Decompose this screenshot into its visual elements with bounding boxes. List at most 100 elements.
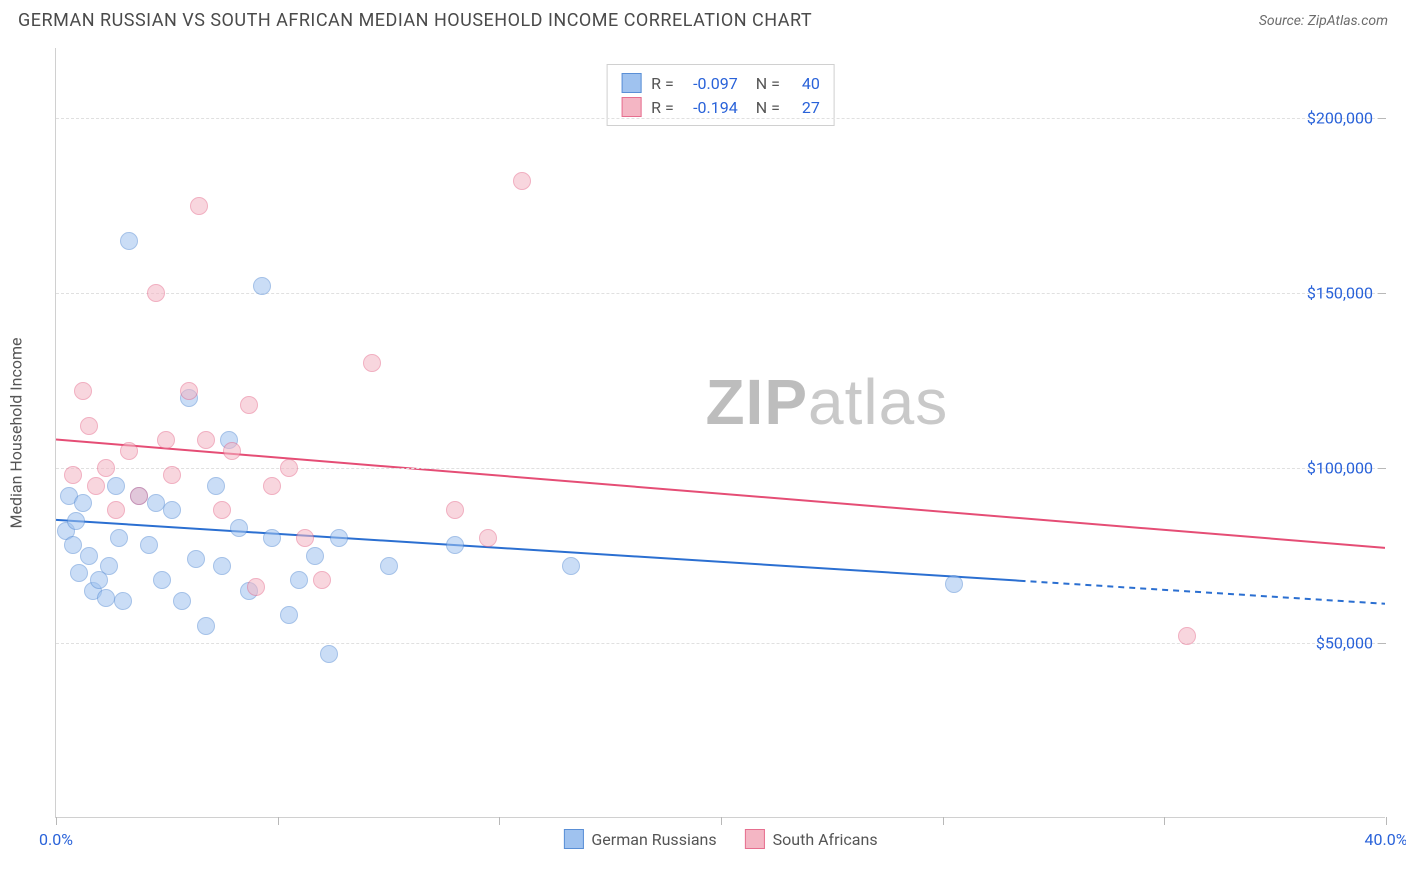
source-prefix: Source: xyxy=(1259,13,1308,29)
stats-n-label: N = xyxy=(756,98,780,117)
y-tick xyxy=(1378,643,1386,644)
data-point-german_russians xyxy=(562,557,580,575)
data-point-german_russians xyxy=(213,557,231,575)
data-point-german_russians xyxy=(280,606,298,624)
data-point-german_russians xyxy=(446,536,464,554)
x-tick xyxy=(499,817,500,825)
y-axis-label: $200,000 xyxy=(1307,109,1373,128)
x-tick xyxy=(56,817,57,825)
stats-row-south_africans: R = -0.194 N = 27 xyxy=(621,95,820,119)
stats-n-label: N = xyxy=(756,74,780,93)
data-point-south_africans xyxy=(313,571,331,589)
legend-swatch-pink xyxy=(745,829,765,849)
data-point-german_russians xyxy=(230,519,248,537)
watermark-part2: atlas xyxy=(808,366,948,438)
data-point-german_russians xyxy=(173,592,191,610)
stats-n-value: 27 xyxy=(790,98,820,117)
y-tick xyxy=(1378,468,1386,469)
legend-swatch-blue xyxy=(563,829,583,849)
bottom-legend: German Russians South Africans xyxy=(563,829,877,849)
y-axis-title: Median Household Income xyxy=(7,337,26,528)
x-axis-label-right: 40.0% xyxy=(1365,830,1406,849)
data-point-german_russians xyxy=(945,575,963,593)
data-point-german_russians xyxy=(74,494,92,512)
stats-r-label: R = xyxy=(651,74,674,93)
data-point-south_africans xyxy=(147,284,165,302)
stats-n-value: 40 xyxy=(790,74,820,93)
data-point-south_africans xyxy=(80,417,98,435)
data-point-south_africans xyxy=(263,477,281,495)
legend-item-german-russians: German Russians xyxy=(563,829,716,849)
gridline-h xyxy=(56,293,1385,294)
trendline-german_russians-dashed xyxy=(1020,581,1385,604)
source-name: ZipAtlas.com xyxy=(1308,13,1388,29)
y-axis-label: $150,000 xyxy=(1307,284,1373,303)
data-point-german_russians xyxy=(100,557,118,575)
data-point-south_africans xyxy=(197,431,215,449)
gridline-h xyxy=(56,118,1385,119)
stats-swatch xyxy=(621,97,641,117)
data-point-south_africans xyxy=(240,396,258,414)
data-point-south_africans xyxy=(130,487,148,505)
x-tick xyxy=(943,817,944,825)
data-point-south_africans xyxy=(213,501,231,519)
x-tick xyxy=(721,817,722,825)
scatter-chart: Median Household Income ZIPatlas R =-0.0… xyxy=(55,48,1385,818)
data-point-south_africans xyxy=(446,501,464,519)
y-tick xyxy=(1378,118,1386,119)
data-point-german_russians xyxy=(163,501,181,519)
stats-r-value: -0.194 xyxy=(684,98,738,117)
data-point-south_africans xyxy=(296,529,314,547)
data-point-south_africans xyxy=(247,578,265,596)
data-point-german_russians xyxy=(97,589,115,607)
data-point-german_russians xyxy=(114,592,132,610)
data-point-german_russians xyxy=(306,547,324,565)
y-tick xyxy=(1378,293,1386,294)
data-point-south_africans xyxy=(74,382,92,400)
chart-header: GERMAN RUSSIAN VS SOUTH AFRICAN MEDIAN H… xyxy=(0,0,1406,39)
data-point-german_russians xyxy=(107,477,125,495)
data-point-german_russians xyxy=(64,536,82,554)
data-point-german_russians xyxy=(290,571,308,589)
data-point-german_russians xyxy=(253,277,271,295)
data-point-german_russians xyxy=(320,645,338,663)
data-point-south_africans xyxy=(1178,627,1196,645)
y-axis-label: $50,000 xyxy=(1316,634,1373,653)
watermark-part1: ZIP xyxy=(705,366,808,438)
data-point-south_africans xyxy=(180,382,198,400)
data-point-south_africans xyxy=(97,459,115,477)
data-point-german_russians xyxy=(110,529,128,547)
data-point-german_russians xyxy=(70,564,88,582)
data-point-south_africans xyxy=(280,459,298,477)
data-point-south_africans xyxy=(190,197,208,215)
data-point-german_russians xyxy=(207,477,225,495)
data-point-south_africans xyxy=(87,477,105,495)
data-point-german_russians xyxy=(80,547,98,565)
stats-row-german_russians: R = -0.097 N = 40 xyxy=(621,71,820,95)
data-point-south_africans xyxy=(107,501,125,519)
stats-r-value: -0.097 xyxy=(684,74,738,93)
data-point-german_russians xyxy=(197,617,215,635)
data-point-german_russians xyxy=(263,529,281,547)
watermark-logo: ZIPatlas xyxy=(705,365,948,439)
data-point-german_russians xyxy=(330,529,348,547)
chart-svg-layer xyxy=(56,48,1385,817)
x-tick xyxy=(1164,817,1165,825)
data-point-german_russians xyxy=(140,536,158,554)
data-point-south_africans xyxy=(163,466,181,484)
data-point-south_africans xyxy=(513,172,531,190)
data-point-south_africans xyxy=(157,431,175,449)
x-axis-label-left: 0.0% xyxy=(39,830,73,849)
data-point-german_russians xyxy=(153,571,171,589)
data-point-german_russians xyxy=(187,550,205,568)
data-point-south_africans xyxy=(120,442,138,460)
data-point-south_africans xyxy=(223,442,241,460)
source-attribution: Source: ZipAtlas.com xyxy=(1259,13,1388,29)
gridline-h xyxy=(56,468,1385,469)
stats-r-label: R = xyxy=(651,98,674,117)
x-tick xyxy=(1386,817,1387,825)
data-point-german_russians xyxy=(67,512,85,530)
legend-label: South Africans xyxy=(773,830,878,849)
legend-label: German Russians xyxy=(591,830,716,849)
trendline-south_africans xyxy=(56,439,1385,547)
